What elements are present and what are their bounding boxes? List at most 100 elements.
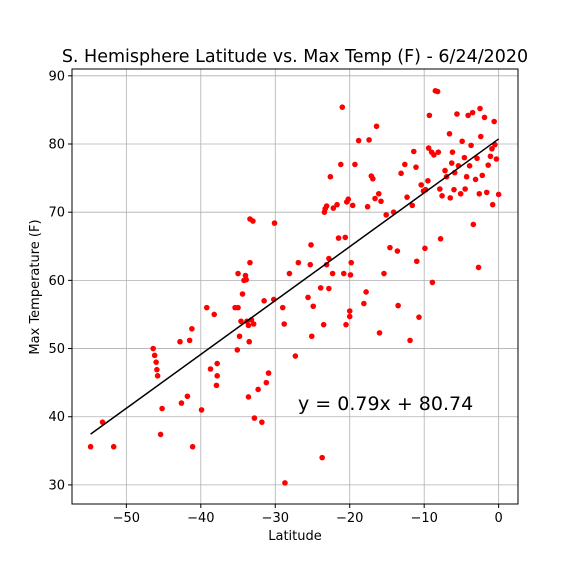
data-point [245,394,252,400]
data-point [378,198,384,205]
data-point [247,259,253,266]
y-tick-label: 50 [48,342,65,357]
data-point [327,173,334,180]
regression-equation: y = 0.79x + 80.74 [298,393,473,415]
data-point [479,172,486,179]
data-point [159,405,165,412]
y-tick-label: 40 [48,410,65,425]
data-point [323,203,330,209]
data-point [361,300,367,307]
data-point [409,202,416,209]
data-point [431,152,437,158]
data-point [375,190,382,197]
data-point [493,156,500,162]
x-tick-label: −10 [410,511,437,526]
chart-title: S. Hemisphere Latitude vs. Max Temp (F) … [62,47,528,67]
data-point [335,235,342,241]
data-point [489,201,496,208]
data-point [271,220,278,226]
y-tick-label: 90 [48,69,65,84]
data-point [474,155,480,162]
data-point [491,118,497,125]
data-point [398,170,404,177]
data-point [435,149,442,155]
data-point [495,191,502,198]
x-tick-label: −40 [187,511,214,526]
data-point [437,235,444,242]
data-point [340,270,347,277]
x-tick-label: −30 [262,511,289,526]
data-point [466,163,473,169]
y-tick-label: 30 [48,478,65,493]
data-point [334,201,340,208]
data-points [87,88,502,486]
data-point [282,480,288,486]
data-point [235,304,241,311]
data-point [459,138,465,145]
data-point [383,212,390,218]
data-point [349,202,356,209]
data-point [439,193,445,199]
data-point [387,244,393,251]
data-point [454,111,460,117]
data-point [418,182,425,188]
data-point [281,321,288,327]
data-point [448,160,455,166]
data-point [250,321,257,327]
data-point [413,164,419,170]
data-point [243,276,250,283]
data-point [481,114,488,121]
data-point [487,153,494,160]
data-point [348,259,355,266]
data-point [425,178,431,184]
data-point [434,88,441,95]
data-point [330,205,337,211]
data-point [326,285,332,292]
data-point [157,431,164,438]
y-axis-label: Max Temperature (F) [28,219,43,354]
data-point [154,366,160,373]
data-point [234,347,241,353]
grid [72,69,518,504]
data-point [246,338,253,345]
data-point [151,352,158,359]
data-point [235,270,241,277]
data-point [236,333,243,340]
data-point [376,330,383,336]
data-point [483,189,490,196]
data-point [373,123,380,130]
data-point [462,186,468,192]
data-point [251,415,258,421]
data-point [346,313,353,320]
x-tick-label: −50 [113,511,140,526]
y-tick-label: 60 [48,274,65,289]
data-point [446,130,453,137]
data-point [178,400,185,406]
y-axis-ticks: 30 40 50 60 70 80 90 [48,69,72,493]
data-point [214,373,220,379]
data-point [422,245,428,252]
data-point [238,318,244,325]
data-point [404,194,410,200]
data-point [407,337,413,344]
data-point [402,161,408,168]
data-point [177,338,183,345]
data-point [279,304,286,311]
data-point [198,407,205,413]
data-point [261,298,267,304]
x-axis-ticks: −50 −40 −30 −20 −10 0 [113,504,503,526]
data-point [184,393,191,400]
data-point [477,105,483,112]
data-point [476,190,483,197]
data-point [425,145,432,151]
data-point [319,454,325,461]
data-point [457,190,464,197]
data-point [355,137,362,144]
data-point [292,353,299,359]
x-tick-label: 0 [495,511,503,526]
x-tick-label: −20 [336,511,363,526]
x-axis-label: Latitude [268,529,322,544]
regression-line [90,138,500,435]
data-point [364,203,371,210]
